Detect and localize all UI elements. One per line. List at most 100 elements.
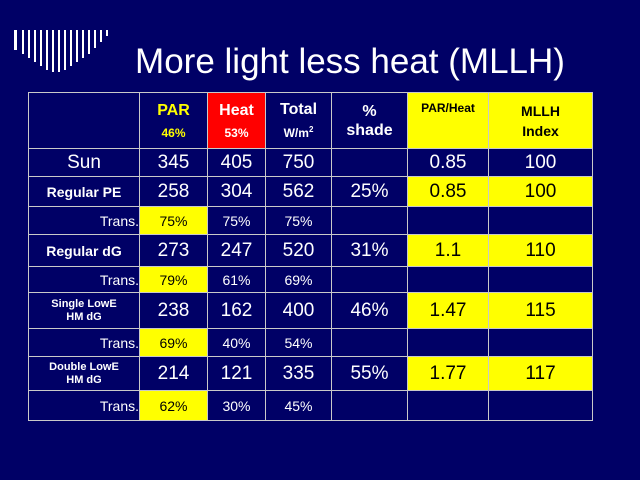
- cell-par: 62%: [139, 390, 208, 421]
- cell-par-heat: 0.85: [407, 148, 489, 177]
- cell-par-heat: [407, 266, 489, 293]
- row-label-line-2: HM dG: [66, 310, 102, 323]
- cell-heat: 304: [207, 176, 266, 207]
- cell-mllh: 115: [488, 292, 593, 329]
- row-label: Trans.: [28, 206, 140, 235]
- cell-par-heat: 1.1: [407, 234, 489, 267]
- header-par-sub: 46%: [161, 125, 186, 140]
- row-label: Single LowE HM dG: [28, 292, 140, 329]
- cell-heat: 121: [207, 356, 266, 391]
- header-shade-2: shade: [346, 121, 393, 139]
- cell-shade: 55%: [331, 356, 408, 391]
- cell-shade: [331, 148, 408, 177]
- row-label: Trans.: [28, 328, 140, 357]
- header-empty-cell: [28, 92, 140, 149]
- row-label: Sun: [28, 148, 140, 177]
- cell-shade: [331, 390, 408, 421]
- cell-heat: 162: [207, 292, 266, 329]
- row-label: Regular dG: [28, 234, 140, 267]
- decorative-stripes: [14, 30, 108, 72]
- cell-shade: [331, 328, 408, 357]
- cell-par: 214: [139, 356, 208, 391]
- row-label: Trans.: [28, 266, 140, 293]
- header-par-label: PAR: [157, 101, 190, 119]
- table-row: Sun 345 405 750 0.85 100: [28, 148, 593, 177]
- cell-mllh: [488, 328, 593, 357]
- header-mllh-label: MLLH: [521, 102, 560, 119]
- cell-mllh: [488, 266, 593, 293]
- header-par-heat: PAR/Heat: [407, 92, 489, 149]
- row-label: Trans.: [28, 390, 140, 421]
- cell-shade: 46%: [331, 292, 408, 329]
- cell-heat: 61%: [207, 266, 266, 293]
- table-row: Regular PE 258 304 562 25% 0.85 100: [28, 176, 593, 207]
- cell-total: 69%: [265, 266, 332, 293]
- row-label: Regular PE: [28, 176, 140, 207]
- cell-total: 750: [265, 148, 332, 177]
- cell-par: 273: [139, 234, 208, 267]
- cell-par: 69%: [139, 328, 208, 357]
- cell-shade: [331, 266, 408, 293]
- cell-heat: 75%: [207, 206, 266, 235]
- cell-par-heat: 1.47: [407, 292, 489, 329]
- cell-heat: 247: [207, 234, 266, 267]
- cell-mllh: 100: [488, 176, 593, 207]
- header-heat-sub: 53%: [224, 125, 249, 140]
- cell-total: 400: [265, 292, 332, 329]
- header-total-unit-text: W/m: [283, 126, 309, 140]
- slide-title: More light less heat (MLLH): [135, 42, 565, 81]
- cell-par-heat: 1.77: [407, 356, 489, 391]
- cell-total: 45%: [265, 390, 332, 421]
- header-mllh-sub: Index: [522, 122, 559, 139]
- table-row: Regular dG 273 247 520 31% 1.1 110: [28, 234, 593, 267]
- cell-total: 562: [265, 176, 332, 207]
- cell-par: 258: [139, 176, 208, 207]
- row-label-line-2: HM dG: [66, 373, 102, 386]
- header-row: PAR 46% Heat 53% Total W/m2 % shade PAR/…: [28, 92, 593, 149]
- row-label-line-1: Double LowE: [49, 360, 119, 373]
- header-total-unit: W/m2: [267, 125, 331, 140]
- header-shade: % shade: [331, 92, 408, 149]
- header-total: Total W/m2: [265, 92, 332, 149]
- cell-total: 54%: [265, 328, 332, 357]
- cell-mllh: [488, 206, 593, 235]
- header-heat-label: Heat: [219, 101, 254, 119]
- cell-heat: 40%: [207, 328, 266, 357]
- header-par-heat-label: PAR/Heat: [421, 101, 475, 115]
- cell-heat: 405: [207, 148, 266, 177]
- cell-shade: [331, 206, 408, 235]
- cell-par: 75%: [139, 206, 208, 235]
- row-label-line-1: Single LowE: [51, 297, 117, 310]
- table-row: Trans. 62% 30% 45%: [28, 390, 593, 421]
- mllh-table: PAR 46% Heat 53% Total W/m2 % shade PAR/…: [28, 92, 593, 421]
- cell-par-heat: [407, 328, 489, 357]
- cell-heat: 30%: [207, 390, 266, 421]
- cell-mllh: 110: [488, 234, 593, 267]
- cell-total: 335: [265, 356, 332, 391]
- header-total-label: Total: [279, 101, 318, 118]
- cell-shade: 31%: [331, 234, 408, 267]
- cell-total: 75%: [265, 206, 332, 235]
- cell-par: 345: [139, 148, 208, 177]
- header-heat: Heat 53%: [207, 92, 266, 149]
- table-row: Trans. 79% 61% 69%: [28, 266, 593, 293]
- table-row: Trans. 75% 75% 75%: [28, 206, 593, 235]
- cell-mllh: 100: [488, 148, 593, 177]
- cell-par-heat: [407, 390, 489, 421]
- table-row: Single LowE HM dG 238 162 400 46% 1.47 1…: [28, 292, 593, 329]
- cell-shade: 25%: [331, 176, 408, 207]
- table-row: Double LowE HM dG 214 121 335 55% 1.77 1…: [28, 356, 593, 391]
- header-mllh: MLLH Index: [488, 92, 593, 149]
- header-shade-1: %: [362, 102, 377, 120]
- cell-par: 238: [139, 292, 208, 329]
- row-label: Double LowE HM dG: [28, 356, 140, 391]
- header-par: PAR 46%: [139, 92, 208, 149]
- cell-par-heat: 0.85: [407, 176, 489, 207]
- cell-mllh: 117: [488, 356, 593, 391]
- cell-total: 520: [265, 234, 332, 267]
- cell-par: 79%: [139, 266, 208, 293]
- cell-par-heat: [407, 206, 489, 235]
- header-total-unit-sup: 2: [308, 125, 314, 134]
- cell-mllh: [488, 390, 593, 421]
- table-row: Trans. 69% 40% 54%: [28, 328, 593, 357]
